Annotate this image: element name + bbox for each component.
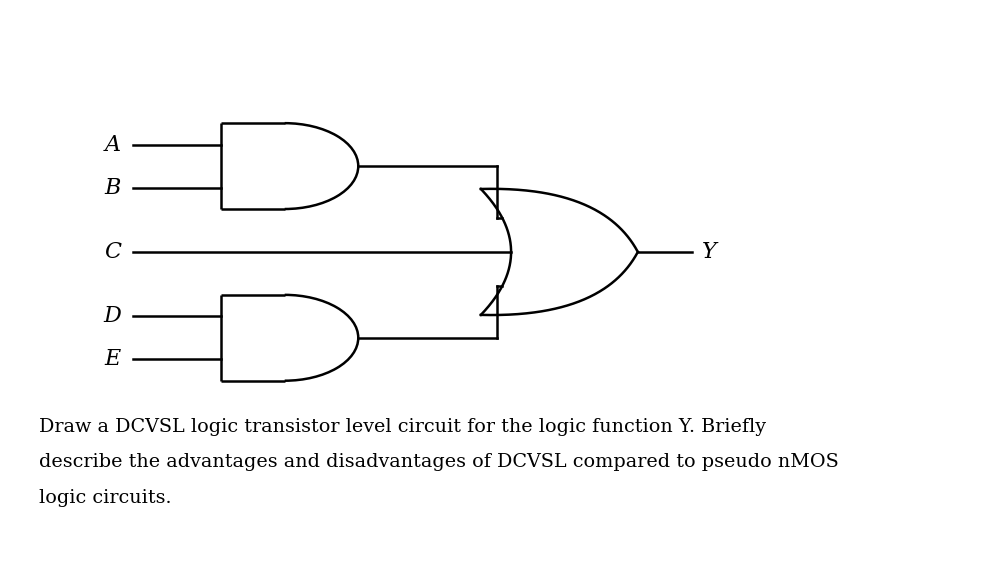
Text: logic circuits.: logic circuits. [39, 489, 172, 507]
Text: E: E [105, 348, 121, 370]
Text: Y: Y [702, 241, 717, 263]
Text: B: B [104, 176, 121, 199]
Text: describe the advantages and disadvantages of DCVSL compared to pseudo nMOS: describe the advantages and disadvantage… [39, 453, 839, 471]
Text: A: A [105, 134, 121, 155]
Text: C: C [104, 241, 121, 263]
Text: D: D [103, 305, 121, 327]
Text: Draw a DCVSL logic transistor level circuit for the logic function Y. Briefly: Draw a DCVSL logic transistor level circ… [39, 418, 767, 436]
